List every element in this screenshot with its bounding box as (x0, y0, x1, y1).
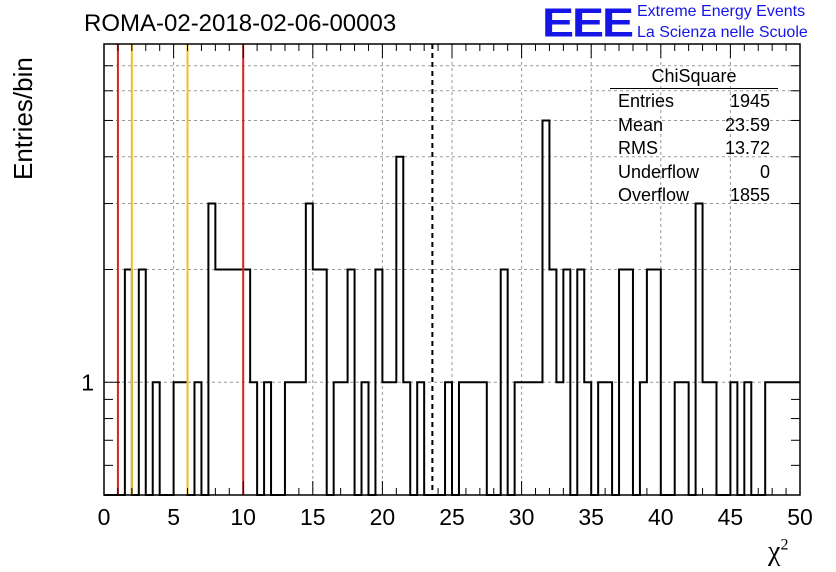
stats-value: 0 (759, 161, 770, 182)
histogram-steps (104, 119, 800, 496)
stats-label: Mean (618, 114, 664, 135)
stats-title: ChiSquare (610, 66, 778, 89)
x-tick-label: 15 (300, 504, 326, 530)
stats-row-underflow: Underflow 0 (610, 161, 778, 185)
x-tick-label: 40 (648, 504, 674, 530)
stats-row-entries: Entries 1945 (610, 90, 778, 114)
threshold-markers (116, 44, 434, 495)
x-tick-label: 45 (718, 504, 744, 530)
stats-value: 13.72 (724, 138, 770, 158)
logo-line-2: La Scienza nelle Scuole (637, 24, 808, 41)
x-tick-label: 50 (787, 504, 813, 530)
axis-tick-labels: 0 5 10 15 20 25 30 35 40 45 50 1 (81, 369, 813, 530)
x-tick-label: 0 (98, 504, 111, 530)
eee-logo: EEE (542, 0, 634, 46)
stats-label: Entries (618, 91, 675, 111)
stats-value: 1855 (729, 185, 770, 205)
y-tick-label: 1 (81, 369, 94, 395)
chart-title: ROMA-02-2018-02-06-00003 (84, 10, 397, 37)
stats-value: 1945 (729, 91, 770, 111)
x-tick-label: 20 (370, 504, 396, 530)
stats-label: Underflow (618, 161, 700, 182)
x-tick-label: 35 (578, 504, 604, 530)
stats-row-rms: RMS 13.72 (610, 137, 778, 161)
stats-label: Overflow (618, 185, 690, 205)
stats-value: 23.59 (724, 114, 770, 135)
x-tick-label: 10 (230, 504, 256, 530)
x-tick-label: 25 (439, 504, 465, 530)
histogram (104, 119, 800, 496)
stats-label: RMS (618, 138, 658, 158)
x-tick-label: 5 (167, 504, 180, 530)
logo-line-1: Extreme Energy Events (637, 3, 806, 20)
stats-box: ChiSquare Entries 1945 Mean 23.59 RMS 13.72 Un… (610, 66, 778, 208)
axis-ticks (103, 44, 801, 495)
x-tick-label: 30 (509, 504, 535, 530)
y-axis-label: Entries/bin (8, 57, 38, 180)
stats-row-mean: Mean 23.59 (610, 114, 778, 138)
stats-row-overflow: Overflow 1855 (610, 184, 778, 208)
x-axis-label: χ2 (768, 536, 789, 567)
